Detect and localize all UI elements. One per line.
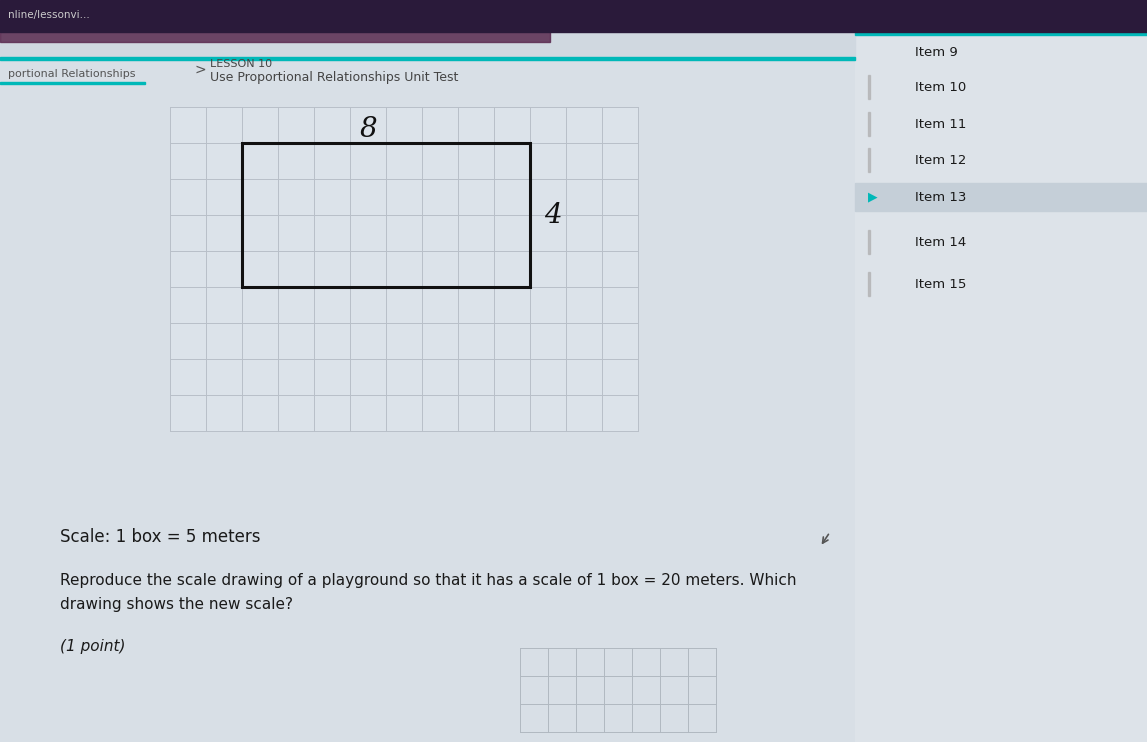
Text: Item 13: Item 13 bbox=[915, 191, 967, 203]
Text: LESSON 10: LESSON 10 bbox=[210, 59, 272, 69]
Text: Item 14: Item 14 bbox=[915, 235, 966, 249]
Bar bbox=[855, 183, 1147, 211]
Text: Item 15: Item 15 bbox=[915, 278, 967, 291]
Text: (1 point): (1 point) bbox=[60, 640, 125, 654]
Bar bbox=[170, 107, 638, 431]
Bar bbox=[868, 112, 871, 136]
Text: nline/lessonvi...: nline/lessonvi... bbox=[8, 10, 89, 20]
Bar bbox=[868, 148, 871, 172]
Bar bbox=[242, 143, 530, 287]
Text: Use Proportional Relationships Unit Test: Use Proportional Relationships Unit Test bbox=[210, 70, 459, 84]
Text: drawing shows the new scale?: drawing shows the new scale? bbox=[60, 597, 292, 611]
Bar bbox=[520, 648, 716, 732]
Text: Scale: 1 box = 5 meters: Scale: 1 box = 5 meters bbox=[60, 528, 260, 546]
Bar bbox=[0, 0, 551, 42]
Text: Item 9: Item 9 bbox=[915, 45, 958, 59]
Bar bbox=[0, 32, 855, 60]
Text: >: > bbox=[195, 63, 206, 77]
Text: ▶: ▶ bbox=[868, 191, 877, 203]
Text: Reproduce the scale drawing of a playground so that it has a scale of 1 box = 20: Reproduce the scale drawing of a playgro… bbox=[60, 573, 796, 588]
Bar bbox=[868, 272, 871, 296]
Bar bbox=[0, 82, 145, 84]
Bar bbox=[868, 230, 871, 254]
Bar bbox=[0, 57, 855, 60]
Text: Item 12: Item 12 bbox=[915, 154, 967, 166]
Bar bbox=[855, 32, 1147, 35]
Text: Item 10: Item 10 bbox=[915, 80, 966, 93]
Text: 8: 8 bbox=[359, 116, 377, 142]
Text: 4: 4 bbox=[544, 202, 562, 229]
Text: portional Relationships: portional Relationships bbox=[8, 69, 135, 79]
Bar bbox=[0, 0, 1147, 32]
Bar bbox=[0, 32, 855, 742]
Bar bbox=[868, 75, 871, 99]
Text: Item 11: Item 11 bbox=[915, 117, 967, 131]
Bar bbox=[855, 0, 1147, 742]
